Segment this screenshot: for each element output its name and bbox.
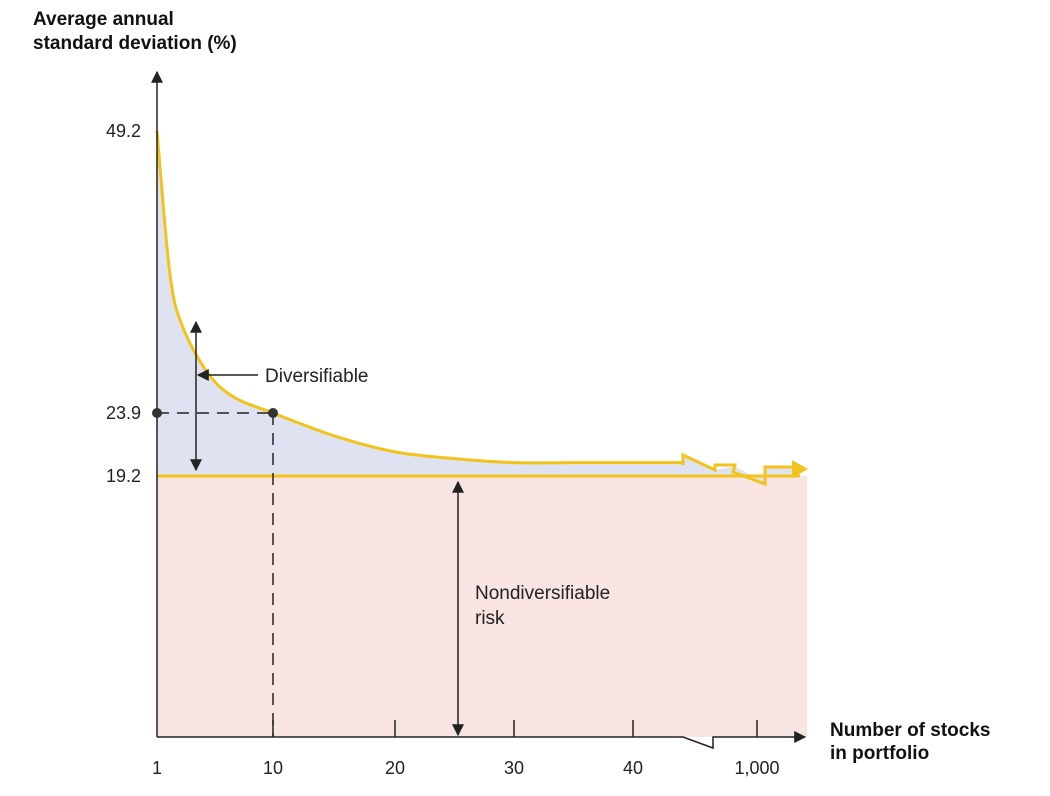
y-tick-label: 19.2 — [106, 466, 141, 486]
nondiversifiable-region — [157, 476, 807, 737]
y-axis-title-2: standard deviation (%) — [33, 33, 237, 54]
y-axis-title: Average annual — [33, 9, 174, 30]
y-axis-point — [152, 408, 162, 418]
curve-arrowhead — [792, 460, 808, 478]
diversifiable-label: Diversifiable — [265, 366, 368, 387]
x-tick-label: 20 — [385, 758, 405, 778]
x-tick-label: 1 — [152, 758, 162, 778]
x-axis-title-2: in portfolio — [830, 743, 929, 764]
curve-break-extension — [681, 452, 795, 487]
x-tick-label: 30 — [504, 758, 524, 778]
curve-point — [268, 408, 278, 418]
diversifiable-region — [157, 131, 795, 484]
x-tick-label: 40 — [623, 758, 643, 778]
x-tick-label: 1,000 — [734, 758, 779, 778]
nondiversifiable-label-2: risk — [475, 608, 505, 629]
x-axis-title: Number of stocks — [830, 720, 990, 741]
y-tick-label: 49.2 — [106, 121, 141, 141]
nondiversifiable-label: Nondiversifiable — [475, 583, 610, 604]
x-tick-label: 10 — [263, 758, 283, 778]
y-tick-label: 23.9 — [106, 403, 141, 423]
risk-curve — [155, 130, 683, 465]
x-axis — [157, 731, 807, 750]
